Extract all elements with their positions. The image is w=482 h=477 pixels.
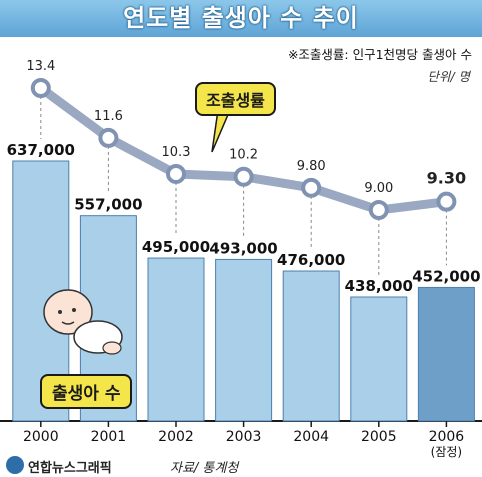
birth-rate-label-0: 13.4: [26, 59, 55, 74]
bar-value-label-4: 476,000: [277, 251, 345, 269]
birth-rate-point-4: [301, 177, 322, 198]
chart-title: 연도별 출생아 수 추이: [123, 4, 359, 32]
birth-count-label: 출생아 수: [40, 374, 133, 409]
birth-rate-point-0: [30, 78, 51, 98]
title-bar: [0, 0, 482, 37]
footer-agency: 연합뉴스그래픽: [28, 461, 112, 476]
x-tick-label-6-sub: (잠정): [431, 445, 462, 459]
bar-value-label-0: 637,000: [7, 141, 75, 159]
bar-6: [417, 286, 475, 422]
birth-rate-callout: 조출생률: [195, 82, 276, 116]
birth-rate-label-2: 10.3: [162, 145, 191, 160]
x-tick-label-6: 2006: [429, 429, 465, 445]
callout-pointer: [211, 109, 232, 153]
bar-5: [350, 296, 408, 422]
x-tick-label-4: 2004: [293, 429, 329, 445]
birth-rate-point-3: [233, 166, 254, 187]
rate-definition-note: ※조출생률: 인구1천명당 출생아 수: [287, 47, 472, 62]
x-tick-label-1: 2001: [91, 429, 127, 445]
birth-rate-point-6: [436, 191, 457, 212]
x-tick-label-0: 2000: [23, 429, 59, 445]
agency-logo-icon: [6, 456, 24, 474]
bar-value-label-3: 493,000: [209, 239, 277, 257]
x-tick-label-3: 2003: [226, 429, 262, 445]
birth-rate-label-5: 9.00: [364, 181, 393, 196]
footer-source: 자료/ 통계청: [170, 461, 239, 476]
birth-rate-label-6: 9.30: [427, 169, 466, 188]
birth-rate-point-5: [368, 200, 389, 220]
birth-rate-label-3: 10.2: [229, 148, 258, 163]
bar-3: [215, 258, 273, 422]
birth-rate-point-2: [166, 163, 186, 184]
bar-value-label-2: 495,000: [142, 238, 210, 256]
x-tick-label-5: 2005: [361, 429, 397, 445]
bar-value-label-5: 438,000: [345, 277, 413, 295]
birth-rate-label-4: 9.80: [297, 159, 326, 174]
bar-2: [147, 257, 205, 422]
bar-value-label-6: 452,000: [412, 267, 480, 285]
birth-rate-point-1: [98, 127, 119, 148]
bar-value-label-1: 557,000: [74, 196, 142, 214]
unit-label: 단위/ 명: [427, 69, 470, 84]
birth-rate-label-1: 11.6: [94, 109, 123, 124]
x-tick-label-2: 2002: [158, 429, 194, 445]
baby-illustration-icon: [43, 289, 123, 355]
bar-4: [282, 270, 340, 422]
